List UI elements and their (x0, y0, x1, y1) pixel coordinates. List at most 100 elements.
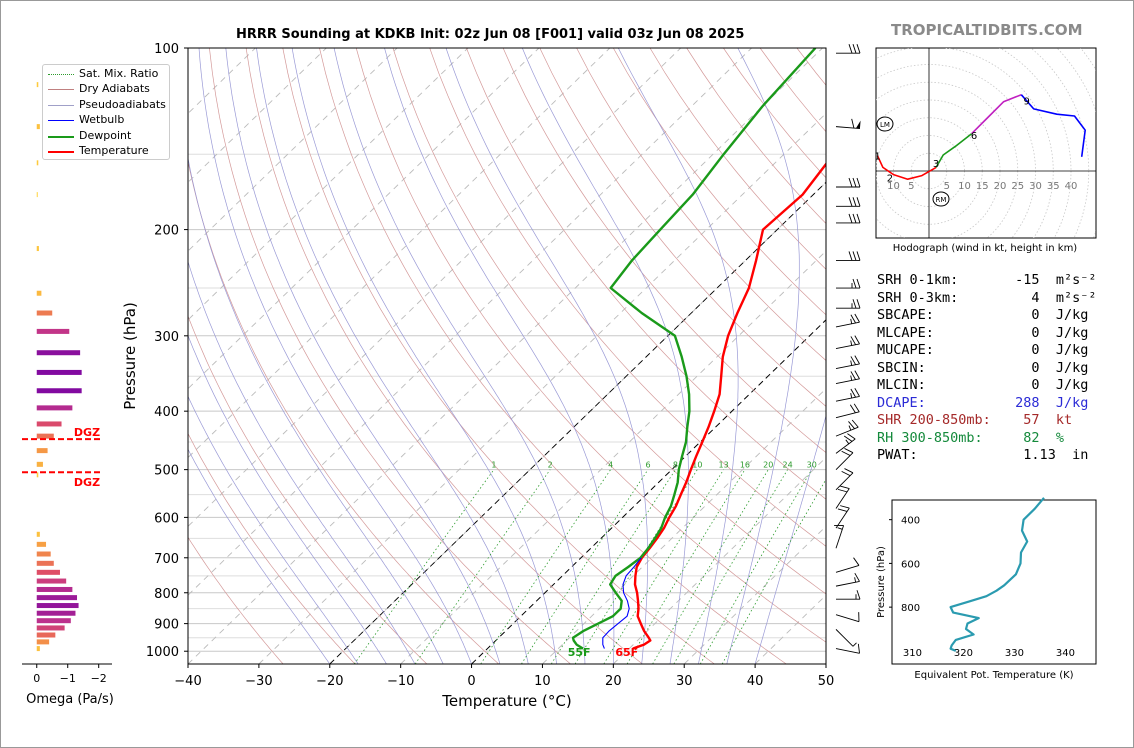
legend-label: Wetbulb (79, 113, 125, 127)
wind-barb-full (844, 468, 854, 474)
param-row: SBCAPE: 0 J/kg (877, 307, 1096, 325)
param-unit: m²s⁻² (1047, 272, 1097, 288)
chart-legend: Sat. Mix. Ratio Dry Adiabats Pseudoadiabat… (42, 64, 170, 160)
theta-e-frame (891, 499, 1097, 665)
omega-bar (36, 448, 48, 454)
param-row: PWAT: 1.13 in (877, 447, 1096, 465)
wind-barb-full (850, 371, 857, 380)
param-name: DCAPE: (877, 394, 999, 411)
theta-e-y-tick: 400 (901, 516, 920, 527)
mixing-ratio-line (626, 469, 746, 664)
isotherm-line (683, 525, 826, 664)
wind-barb-flag (855, 120, 861, 129)
isotherm-line (542, 388, 826, 664)
legend-item: Wetbulb (43, 113, 169, 129)
dry-adiabat (355, 48, 826, 643)
param-unit: J/kg (1047, 324, 1089, 341)
omega-bar (36, 603, 79, 609)
wind-barb-shaft (835, 565, 860, 573)
wind-barb-shaft (835, 648, 860, 654)
legend-label: Dry Adiabats (79, 82, 150, 96)
wind-barb-shaft (835, 321, 860, 328)
wind-barb-full (852, 299, 857, 309)
profile-temperature (632, 162, 826, 650)
skewt-profiles (571, 48, 826, 650)
param-value: 288 (998, 394, 1040, 411)
isotherm-line (258, 112, 826, 664)
omega-bar (36, 369, 82, 375)
omega-bar (36, 82, 39, 88)
isotherm-line (612, 456, 826, 664)
wind-barb-full (856, 177, 861, 188)
wind-barb-full (852, 278, 857, 289)
omega-bar (36, 632, 56, 638)
wind-barb-full (857, 643, 860, 654)
hodograph-ring-label: 5 (908, 181, 914, 192)
wind-barb-full (856, 213, 861, 224)
wind-barb-half (852, 642, 857, 647)
hodograph-ring-label: 30 (1029, 181, 1042, 192)
omega-bar (36, 421, 62, 427)
moist-adiabat (188, 334, 387, 664)
wind-barb-shaft (835, 438, 856, 454)
lm-label: LM (880, 121, 890, 129)
hodograph-caption: Hodograph (wind in kt, height in km) (893, 243, 1078, 254)
omega-bar (36, 472, 39, 478)
theta-e-panel: 310 320 330 340 400 600 800 Equivalent Pot. Tem… (876, 497, 1097, 681)
moist-adiabat (617, 48, 739, 664)
param-value: 0 (998, 377, 1040, 393)
omega-bar (36, 639, 50, 645)
omega-bar (36, 124, 40, 130)
mixing-ratio-label: 1 (491, 461, 496, 470)
omega-bar (36, 618, 71, 624)
profile-wetbulb (602, 557, 642, 649)
omega-bar (36, 610, 76, 616)
omega-bar (36, 290, 42, 296)
moist-adiabat (198, 48, 472, 664)
theta-e-x-tick: 320 (954, 648, 973, 659)
param-value: 4 (998, 289, 1040, 306)
legend-label: Temperature (79, 144, 149, 157)
wind-barb-full (854, 313, 860, 323)
dry-adiabat (188, 160, 499, 664)
legend-swatch (48, 135, 74, 138)
legend-swatch (48, 151, 74, 153)
param-name: MLCIN: (877, 377, 999, 393)
param-value: 1.13 (998, 447, 1056, 463)
omega-bar (36, 350, 81, 356)
theta-e-y-tick: 600 (901, 559, 920, 570)
wind-barb-shaft (835, 614, 860, 623)
moist-adiabat (333, 48, 586, 664)
wind-barb-full (851, 118, 855, 129)
t-tick-label: −30 (245, 674, 272, 689)
isotherm-line (188, 48, 682, 527)
wind-barb-full (856, 251, 861, 261)
wind-barb-shaft (835, 343, 860, 350)
isotherm-line (188, 48, 611, 459)
omega-bar (36, 246, 39, 252)
mixing-ratio-label: 8 (673, 461, 678, 470)
wind-barb-full (841, 450, 851, 456)
surface-temperature-label: 65F (615, 646, 638, 659)
mixing-ratio-line (721, 478, 826, 664)
mixing-ratio-line (480, 469, 611, 664)
moist-adiabat (726, 48, 800, 664)
wind-barb-full (837, 508, 848, 512)
legend-item: Sat. Mix. Ratio (43, 67, 169, 83)
omega-bar (36, 388, 82, 394)
param-row: MLCAPE: 0 J/kg (877, 325, 1096, 343)
wind-barb-full (856, 197, 861, 207)
t-tick-label: 40 (747, 674, 764, 689)
wind-barb-full (854, 370, 860, 380)
wind-barb-full (850, 356, 857, 365)
zero-isotherm (471, 319, 826, 664)
isotherm-minus20 (329, 181, 826, 664)
wind-barb-full (848, 197, 853, 207)
param-name: SRH 0-3km: (877, 289, 999, 306)
theta-e-x-tick: 340 (1056, 648, 1075, 659)
mixing-ratio-label: 2 (548, 461, 553, 470)
mixing-ratio-line (652, 469, 769, 664)
wind-barb-half (854, 577, 857, 583)
hodograph (876, 48, 1096, 238)
